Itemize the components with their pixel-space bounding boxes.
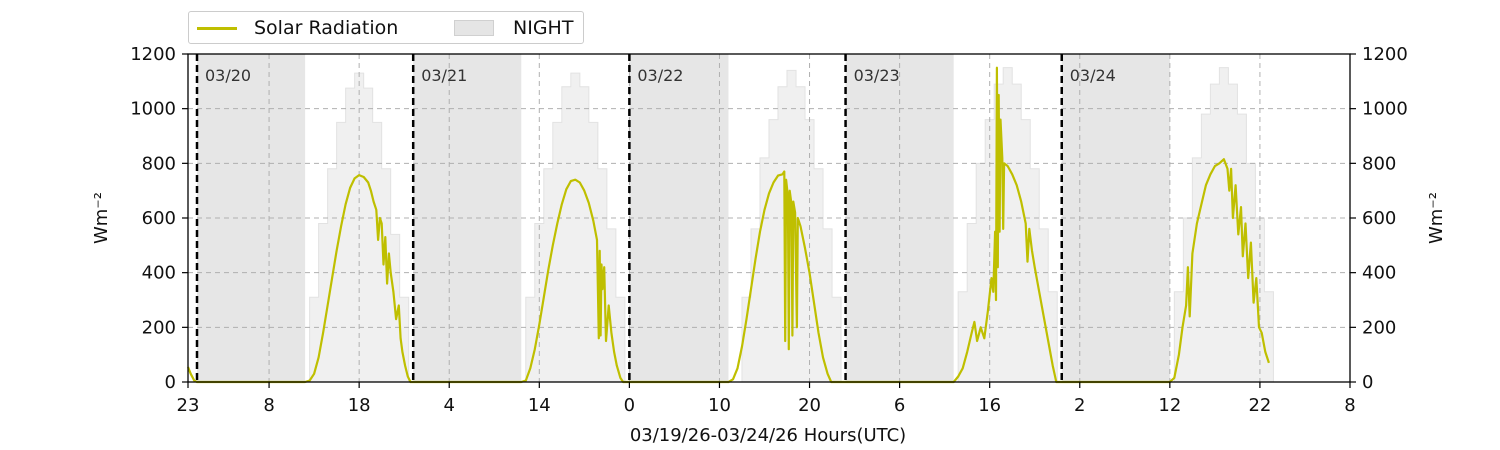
x-axis-label: 03/19/26-03/24/26 Hours(UTC) [630,425,906,446]
y-tick-label-left-5: 1000 [130,99,176,120]
y-tick-label-left-2: 400 [142,263,176,284]
series-layer [186,66,1270,384]
y-tick-label-right-3: 600 [1362,208,1396,229]
legend-night-label: NIGHT [513,17,574,39]
y-axis-label-left: Wm⁻² [91,192,112,244]
x-tick-label-2: 18 [348,395,371,416]
y-tick-label-left-1: 200 [142,317,176,338]
x-tick-label-11: 12 [1158,395,1181,416]
clear-sky-reference-3 [957,67,1058,383]
day-marker-layer: 03/20 03/21 03/22 03/23 03/24 [195,54,1116,382]
legend-solar-radiation-swatch [197,27,237,30]
x-tick-label-6: 10 [708,395,731,416]
y-tick-label-right-5: 1000 [1362,99,1408,120]
day-marker-label-4: 03/24 [1070,66,1116,85]
day-marker-label-3: 03/23 [854,66,900,85]
x-tick-label-7: 20 [798,395,821,416]
clear-sky-reference-layer [309,67,1274,383]
y-tick-label-left-4: 800 [142,153,176,174]
legend-night-swatch [454,20,494,36]
x-tick-label-1: 8 [263,395,274,416]
clear-sky-reference-4 [1173,67,1274,383]
series-line-0 [186,66,1270,384]
day-marker-label-0: 03/20 [205,66,251,85]
y-axis-label-right: Wm⁻² [1426,192,1447,244]
y-tick-label-right-4: 800 [1362,153,1396,174]
y-tick-label-left-6: 1200 [130,44,176,65]
y-tick-label-left-3: 600 [142,208,176,229]
x-tick-label-0: 23 [177,395,200,416]
y-tick-label-right-2: 400 [1362,263,1396,284]
legend: Solar Radiation NIGHT [188,11,584,44]
y-tick-label-right-0: 0 [1362,372,1373,393]
day-marker-label-1: 03/21 [421,66,467,85]
x-tick-label-4: 14 [528,395,551,416]
y-tick-label-right-6: 1200 [1362,44,1408,65]
legend-solar-radiation-label: Solar Radiation [254,17,399,39]
x-tick-label-9: 16 [978,395,1001,416]
y-tick-label-right-1: 200 [1362,317,1396,338]
x-tick-label-3: 4 [443,395,454,416]
clear-sky-reference-1 [525,72,626,383]
x-tick-label-13: 8 [1344,395,1355,416]
y-tick-label-left-0: 0 [165,372,176,393]
grid-layer [188,54,1350,382]
x-tick-label-12: 22 [1248,395,1271,416]
x-tick-label-8: 6 [894,395,905,416]
day-marker-label-2: 03/22 [637,66,683,85]
x-tick-label-10: 2 [1074,395,1085,416]
x-tick-label-5: 0 [624,395,635,416]
